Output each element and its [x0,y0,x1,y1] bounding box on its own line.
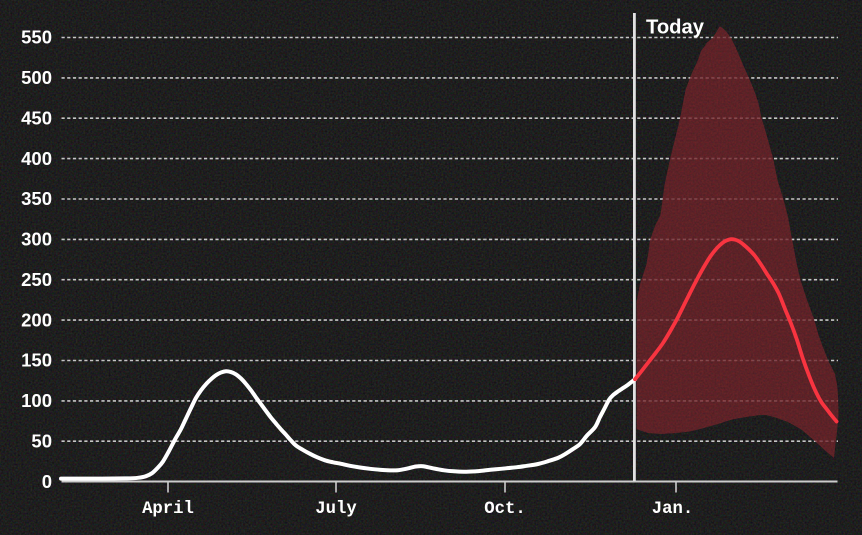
svg-text:Oct.: Oct. [484,500,525,519]
svg-text:500: 500 [21,67,52,88]
svg-text:Jan.: Jan. [652,500,693,519]
svg-text:550: 550 [21,27,52,48]
svg-text:150: 150 [21,350,52,371]
svg-text:April: April [142,500,194,519]
svg-text:300: 300 [21,229,52,250]
svg-text:350: 350 [21,188,52,209]
svg-text:400: 400 [21,148,52,169]
svg-text:250: 250 [21,269,52,290]
svg-text:200: 200 [21,309,52,330]
svg-text:50: 50 [31,430,52,451]
svg-text:July: July [315,500,357,519]
svg-text:100: 100 [21,390,52,411]
svg-text:Today: Today [646,17,705,39]
svg-text:450: 450 [21,107,52,128]
svg-text:0: 0 [42,471,52,492]
